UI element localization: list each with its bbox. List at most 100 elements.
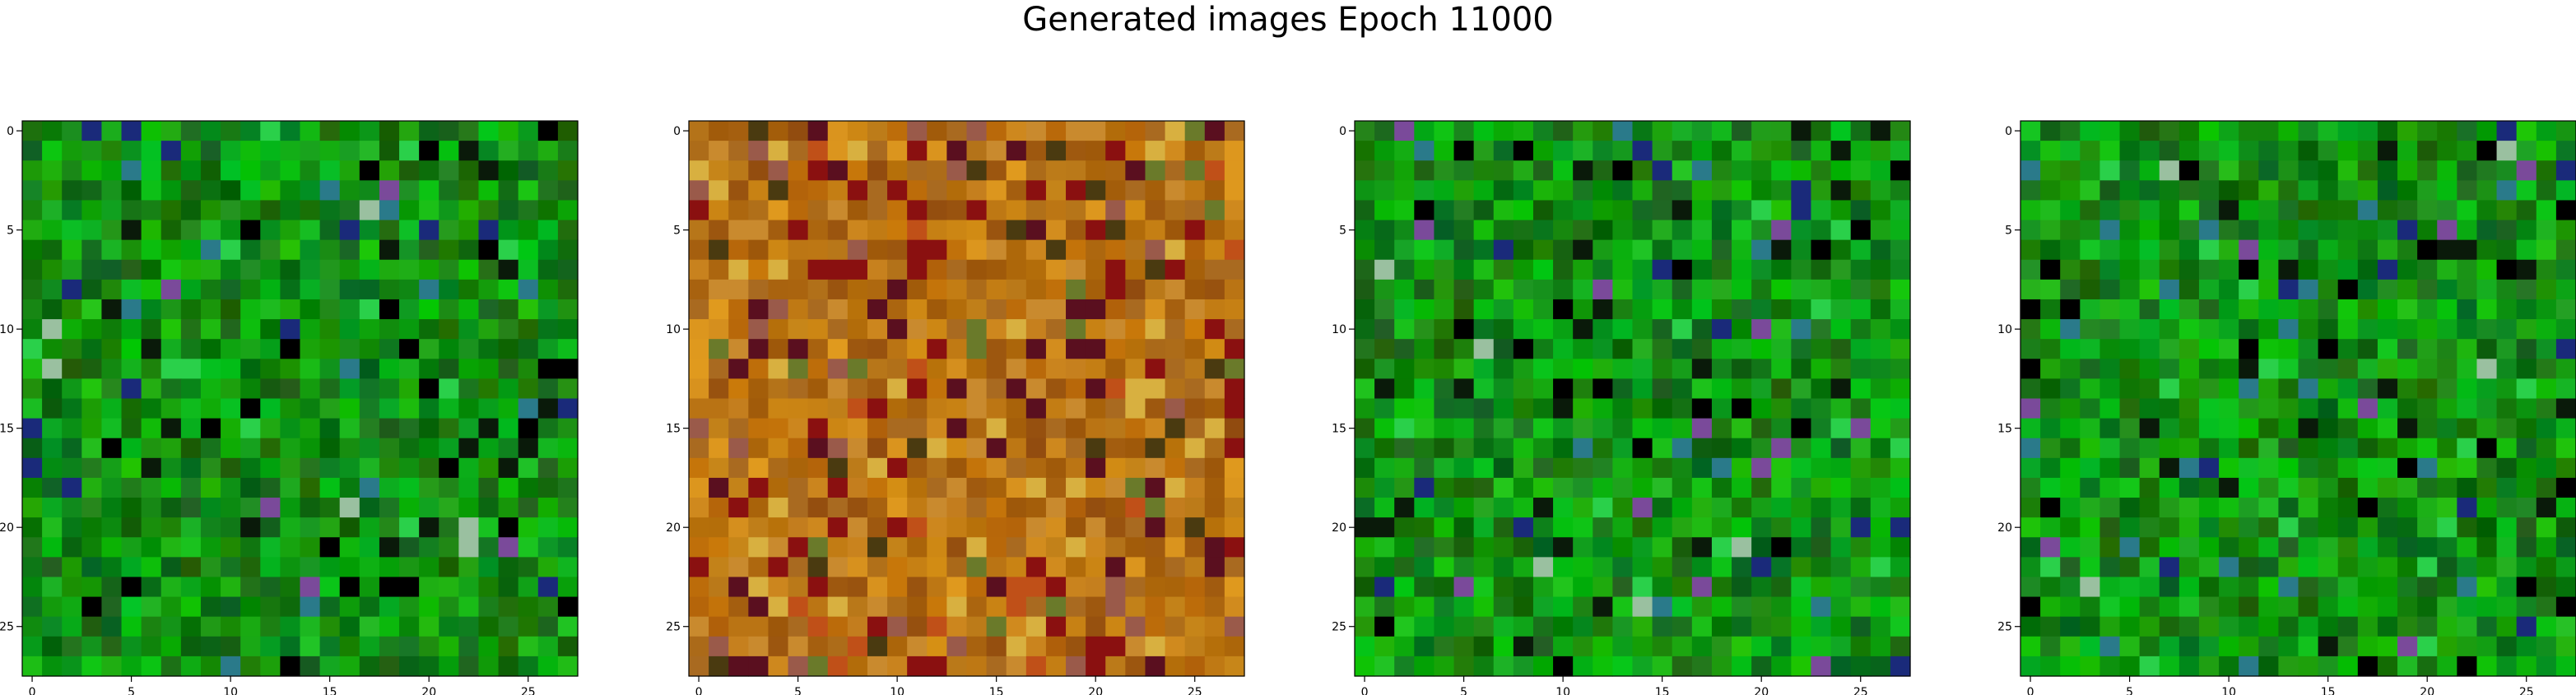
image-pixel xyxy=(1045,239,1067,261)
image-pixel xyxy=(2020,557,2041,578)
image-pixel xyxy=(689,319,709,340)
image-pixel xyxy=(1811,220,1832,241)
image-pixel xyxy=(1850,220,1872,241)
image-pixel xyxy=(748,141,770,161)
image-pixel xyxy=(1204,498,1225,518)
image-pixel xyxy=(379,279,400,300)
image-pixel xyxy=(1652,359,1673,379)
image-pixel xyxy=(2239,180,2259,202)
image-pixel xyxy=(319,339,341,359)
image-pixel xyxy=(1632,378,1653,400)
image-pixel xyxy=(1224,299,1245,320)
image-pixel xyxy=(1145,141,1166,161)
image-pixel xyxy=(2318,596,2339,618)
image-pixel xyxy=(300,557,321,578)
image-pixel xyxy=(1086,577,1106,598)
image-pixel xyxy=(478,299,500,320)
image-pixel xyxy=(1652,557,1673,578)
x-tick-label: 25 xyxy=(1853,686,1868,695)
image-pixel xyxy=(1830,141,1852,161)
image-pixel xyxy=(240,438,261,459)
image-pixel xyxy=(2298,339,2319,359)
image-pixel xyxy=(101,418,123,439)
image-pixel xyxy=(1066,299,1086,320)
image-pixel xyxy=(1394,537,1415,558)
image-pixel xyxy=(1374,577,1395,598)
image-pixel xyxy=(1374,239,1395,261)
image-pixel xyxy=(2198,299,2220,320)
image-pixel xyxy=(1652,239,1673,261)
image-pixel xyxy=(2417,457,2438,479)
image-pixel xyxy=(2258,279,2279,300)
image-pixel xyxy=(1691,279,1713,300)
image-pixel xyxy=(1374,141,1395,161)
image-pixel xyxy=(1184,299,1206,320)
image-pixel xyxy=(379,239,400,261)
image-pixel xyxy=(709,477,729,498)
image-pixel xyxy=(1165,636,1186,657)
image-pixel xyxy=(2060,180,2081,202)
image-pixel xyxy=(2496,259,2518,280)
image-pixel xyxy=(867,477,888,498)
image-pixel xyxy=(1006,239,1027,261)
image-pixel xyxy=(1006,537,1027,558)
image-pixel xyxy=(557,259,579,280)
image-pixel xyxy=(419,259,439,280)
image-pixel xyxy=(1473,438,1495,459)
image-pixel xyxy=(2337,457,2359,479)
image-pixel xyxy=(2298,656,2319,677)
image-pixel xyxy=(1224,141,1245,161)
image-pixel xyxy=(200,577,221,598)
image-pixel xyxy=(2040,239,2061,261)
image-pixel xyxy=(1125,418,1146,439)
image-pixel xyxy=(2298,180,2319,202)
image-pixel xyxy=(2516,319,2537,340)
image-pixel xyxy=(1184,279,1206,300)
image-pixel xyxy=(1711,577,1732,598)
image-pixel xyxy=(1493,636,1514,657)
image-pixel xyxy=(1672,398,1693,419)
image-pixel xyxy=(1811,457,1832,479)
image-pixel xyxy=(160,636,182,657)
image-pixel xyxy=(1105,200,1126,221)
image-pixel xyxy=(1850,457,1872,479)
image-pixel xyxy=(1553,577,1574,598)
image-pixel xyxy=(2239,457,2259,479)
image-pixel xyxy=(1493,319,1514,340)
image-pixel xyxy=(2397,359,2418,379)
image-pixel xyxy=(141,180,162,202)
y-tick-label: 15 xyxy=(666,423,681,436)
image-pixel xyxy=(160,438,182,459)
image-pixel xyxy=(2555,279,2576,300)
image-pixel xyxy=(2337,160,2359,181)
image-pixel xyxy=(1006,200,1027,221)
image-pixel xyxy=(2258,438,2279,459)
image-pixel xyxy=(2318,577,2339,598)
image-pixel xyxy=(1125,259,1146,280)
image-pixel xyxy=(1532,378,1554,400)
image-pixel xyxy=(2178,299,2200,320)
image-pixel xyxy=(1125,160,1146,181)
image-pixel xyxy=(788,457,809,479)
image-pixel xyxy=(2080,378,2101,400)
image-pixel xyxy=(2219,596,2239,618)
image-pixel xyxy=(1473,477,1495,498)
image-pixel xyxy=(2318,220,2339,241)
image-pixel xyxy=(1493,438,1514,459)
image-pixel xyxy=(478,160,500,181)
image-pixel xyxy=(22,319,43,340)
image-pixel xyxy=(1453,398,1475,419)
image-pixel xyxy=(1791,121,1812,141)
image-pixel xyxy=(141,259,162,280)
image-pixel xyxy=(1732,279,1752,300)
image-pixel xyxy=(1086,339,1106,359)
image-pixel xyxy=(141,299,162,320)
x-tick-label: 20 xyxy=(2420,686,2434,695)
image-pixel xyxy=(1632,319,1653,340)
image-pixel xyxy=(1086,557,1106,578)
image-pixel xyxy=(2555,160,2576,181)
image-pixel xyxy=(2119,577,2141,598)
image-pixel xyxy=(2555,537,2576,558)
image-pixel xyxy=(689,477,709,498)
image-pixel xyxy=(2397,339,2418,359)
